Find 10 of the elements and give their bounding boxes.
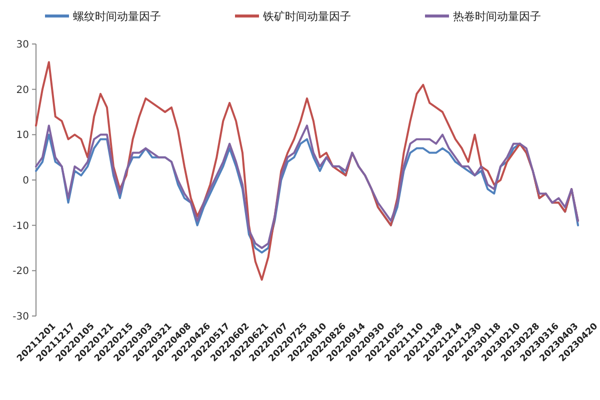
y-tick-label: 30: [16, 40, 29, 50]
y-tick-label: -20: [12, 266, 29, 278]
y-tick-label: -30: [12, 312, 29, 322]
legend-label: 螺纹时间动量因子: [73, 10, 161, 23]
y-tick-label: -10: [12, 220, 29, 232]
y-tick-label: 0: [22, 176, 29, 186]
y-tick-label: 20: [16, 84, 29, 96]
y-tick-label: 10: [16, 130, 29, 142]
legend-label: 铁矿时间动量因子: [262, 10, 351, 23]
legend-label: 热卷时间动量因子: [453, 10, 541, 23]
